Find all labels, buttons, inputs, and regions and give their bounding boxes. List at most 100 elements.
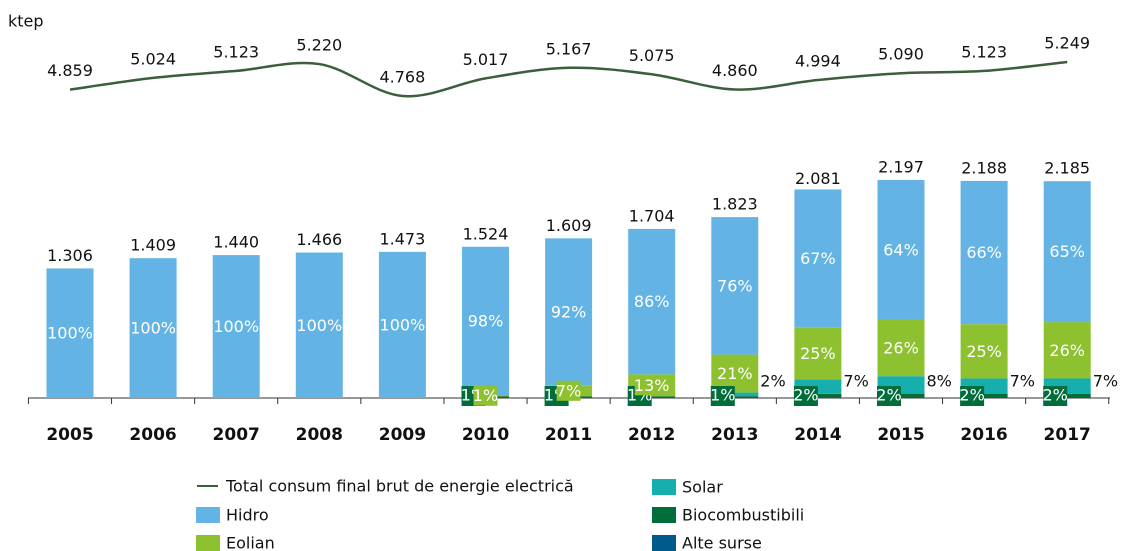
- label-bg: [468, 310, 503, 331]
- year-label: 2017: [1044, 425, 1091, 445]
- label-bg: [473, 385, 498, 406]
- year-label: 2011: [545, 425, 592, 445]
- legend-label: Hidro: [226, 506, 269, 525]
- total-label: 2.197: [878, 158, 924, 177]
- label-bg: [967, 341, 1002, 362]
- data-label: 86%: [634, 292, 670, 311]
- data-label: 100%: [380, 315, 426, 334]
- unit-label: ktep: [8, 12, 44, 31]
- data-label: 76%: [717, 276, 753, 295]
- data-label: 8%: [927, 372, 952, 391]
- legend-label: Alte surse: [682, 534, 762, 551]
- total-label: 1.823: [712, 195, 758, 214]
- data-label: 2%: [959, 386, 984, 405]
- legend-label: Eolian: [226, 534, 275, 551]
- label-bg: [634, 375, 669, 396]
- total-label: 2.188: [961, 158, 1007, 177]
- total-label: 2.081: [795, 169, 841, 188]
- data-label: 65%: [1049, 242, 1085, 261]
- data-label: 2%: [760, 372, 785, 391]
- label-bg: [380, 314, 425, 335]
- total-label: 1.440: [213, 233, 259, 252]
- label-bg: [800, 248, 835, 269]
- data-label: 67%: [800, 249, 836, 268]
- year-label: 2015: [877, 425, 924, 445]
- year-label: 2010: [462, 425, 509, 445]
- label-bg: [1050, 241, 1085, 262]
- data-label: 100%: [130, 319, 176, 338]
- year-label: 2014: [794, 425, 841, 445]
- label-bg: [214, 316, 259, 337]
- legend-swatch: [196, 507, 220, 523]
- year-label: 2008: [296, 425, 343, 445]
- total-label: 2.185: [1044, 159, 1090, 178]
- data-label: 64%: [883, 240, 919, 259]
- data-label: 7%: [556, 381, 581, 400]
- label-bg: [48, 323, 92, 344]
- legend-label: Solar: [682, 478, 723, 497]
- data-label: 7%: [1010, 372, 1035, 391]
- label-bg: [967, 242, 1002, 263]
- total-label: 1.609: [546, 216, 592, 235]
- line-label: 5.090: [878, 45, 924, 64]
- label-bg: [634, 291, 669, 312]
- total-label: 1.466: [296, 230, 342, 249]
- label-bg: [551, 301, 586, 322]
- data-label: 66%: [966, 243, 1002, 262]
- label-bg: [556, 380, 581, 401]
- year-label: 2009: [379, 425, 426, 445]
- data-label: 98%: [468, 311, 504, 330]
- data-label: 13%: [634, 376, 670, 395]
- year-label: 2005: [46, 425, 93, 445]
- label-bg: [717, 363, 752, 384]
- legend-swatch: [196, 535, 220, 551]
- label-bg: [793, 386, 818, 406]
- year-label: 2013: [711, 425, 758, 445]
- total-label: 1.409: [130, 236, 176, 255]
- legend-label: Total consum final brut de energie elect…: [225, 477, 574, 496]
- data-label: 26%: [1049, 341, 1085, 360]
- legend-swatch: [652, 479, 676, 495]
- data-label: 2%: [793, 386, 818, 405]
- total-label: 1.524: [463, 224, 509, 243]
- label-bg: [1043, 386, 1068, 406]
- year-label: 2006: [129, 425, 176, 445]
- data-label: 2%: [876, 386, 901, 405]
- legend-swatch: [652, 507, 676, 523]
- line-label: 5.017: [463, 50, 509, 69]
- line-label: 5.249: [1044, 34, 1090, 53]
- data-label: 100%: [296, 316, 342, 335]
- label-bg: [877, 386, 901, 406]
- data-label: 7%: [843, 372, 868, 391]
- data-label: 1%: [473, 386, 498, 405]
- legend-label: Biocombustibili: [682, 506, 804, 525]
- line-label: 5.220: [296, 36, 342, 55]
- data-label: 21%: [717, 364, 753, 383]
- data-label: 26%: [883, 338, 919, 357]
- line-label: 5.123: [213, 42, 259, 61]
- label-bg: [884, 337, 918, 358]
- data-label: 2%: [1043, 386, 1068, 405]
- line-label: 5.167: [546, 39, 592, 58]
- label-bg: [710, 386, 735, 406]
- line-label: 4.860: [712, 61, 758, 80]
- label-bg: [800, 343, 835, 364]
- year-label: 2007: [213, 425, 260, 445]
- year-label: 2012: [628, 425, 675, 445]
- line-label: 4.859: [47, 61, 93, 80]
- line-label: 4.768: [379, 68, 425, 87]
- total-label: 1.704: [629, 206, 675, 225]
- data-label: 25%: [800, 344, 836, 363]
- data-label: 100%: [213, 317, 259, 336]
- data-label: 7%: [1093, 372, 1118, 391]
- label-bg: [960, 386, 985, 406]
- total-line: [69, 60, 1068, 98]
- total-label: 1.473: [379, 229, 425, 248]
- year-label: 2016: [960, 425, 1007, 445]
- label-bg: [131, 318, 176, 339]
- line-label: 5.024: [130, 49, 176, 68]
- label-bg: [297, 315, 342, 336]
- line-label: 5.123: [961, 42, 1007, 61]
- data-label: 1%: [710, 386, 735, 405]
